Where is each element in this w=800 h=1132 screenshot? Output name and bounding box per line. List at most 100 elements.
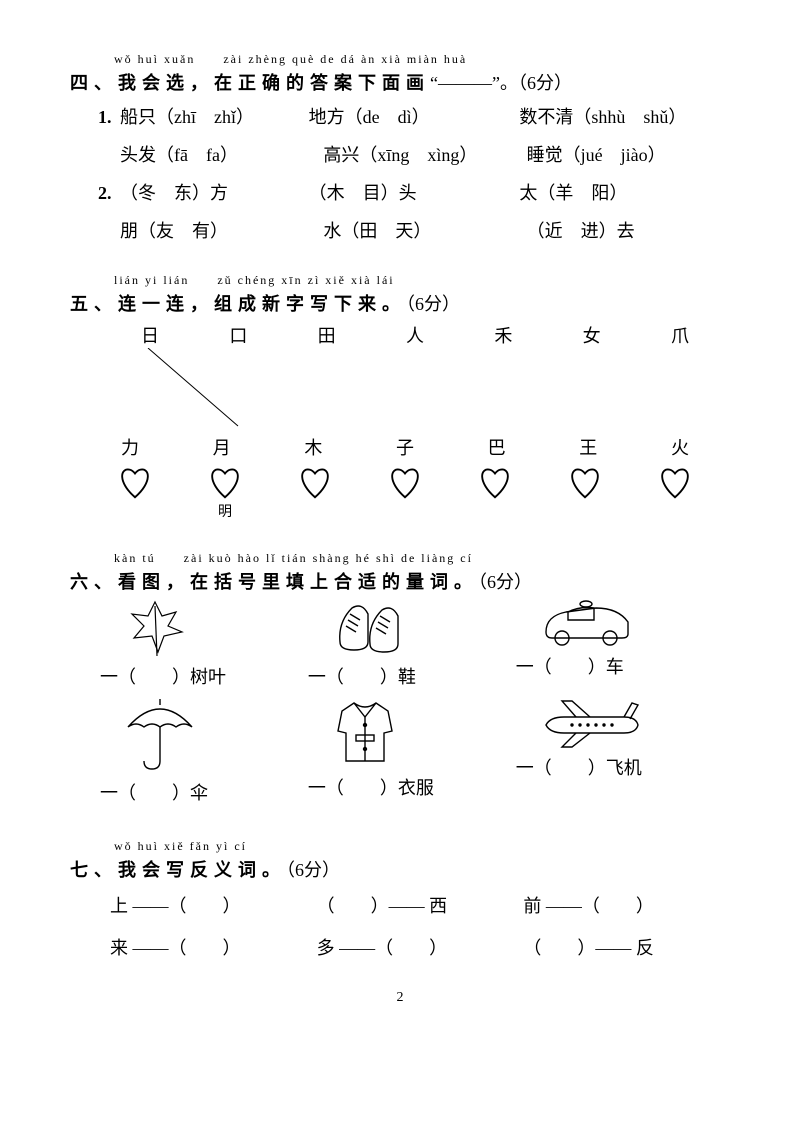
section-4: wǒ huì xuǎn zài zhèng què de dá àn xià m… <box>70 50 730 243</box>
heart-cell <box>470 462 520 521</box>
title-text: 我会选，在正确的答案下面画 <box>118 73 430 93</box>
section-num: 六、 <box>70 572 118 592</box>
section-7: wǒ huì xiě fǎn yì cí 七、我会写反义词。（6分） 上 ——（… <box>70 839 730 960</box>
points: （6分） <box>478 572 532 592</box>
heart-row: 明 <box>110 462 700 521</box>
char: 力 <box>110 434 150 460</box>
example-answer: 明 <box>218 505 232 520</box>
heart-icon <box>205 462 245 500</box>
section-num: 七、 <box>70 860 118 880</box>
coat-icon <box>328 695 403 770</box>
shoes-icon <box>328 594 413 659</box>
pinyin-4: wǒ huì xuǎn zài zhèng què de dá àn xià m… <box>114 50 730 67</box>
antonym-row1: 上 ——（ ） （ ）—— 西 前 ——（ ） <box>110 892 730 918</box>
car-icon <box>536 594 636 649</box>
q4-row4: 朋（友 有） 水（田 天） （近 进）去 <box>120 217 730 243</box>
heart-icon <box>565 462 605 500</box>
char: 木 <box>293 434 333 460</box>
char: 禾 <box>483 322 523 348</box>
heart-icon <box>385 462 425 500</box>
antonym: 前 ——（ ） <box>523 892 730 918</box>
page-number: 2 <box>70 990 730 1006</box>
title-7: 七、我会写反义词。（6分） <box>70 856 730 882</box>
choice: 水（田 天） <box>323 217 526 243</box>
points: （6分） <box>286 860 340 880</box>
label: 一（ ）伞 <box>100 779 308 805</box>
char: 人 <box>395 322 435 348</box>
choice: 数不清（shhù shǔ） <box>519 103 730 129</box>
points: （6分） <box>406 294 460 314</box>
pic-shoes: 一（ ）鞋 <box>308 594 516 689</box>
antonym: 来 ——（ ） <box>110 934 317 960</box>
q4-row2: 头发（fā fa） 高兴（xīng xìng） 睡觉（jué jiào） <box>120 141 730 167</box>
char: 日 <box>130 322 170 348</box>
quote: “———”。 <box>430 73 518 93</box>
char: 火 <box>660 434 700 460</box>
heart-cell: 明 <box>200 462 250 521</box>
title-6: 六、看图，在括号里填上合适的量词。（6分） <box>70 568 730 594</box>
title-text: 连一连，组成新字写下来。 <box>118 294 406 314</box>
pic-car: 一（ ）车 <box>516 594 724 689</box>
title-text: 看图，在括号里填上合适的量词。 <box>118 572 478 592</box>
heart-icon <box>475 462 515 500</box>
choice: 船只（zhī zhǐ） <box>120 107 254 127</box>
char: 女 <box>572 322 612 348</box>
label: 一（ ）树叶 <box>100 663 308 689</box>
char: 王 <box>568 434 608 460</box>
antonym: 上 ——（ ） <box>110 892 317 918</box>
q4-row1: 1.船只（zhī zhǐ） 地方（de dì） 数不清（shhù shǔ） <box>98 103 730 129</box>
antonym: 多 ——（ ） <box>317 934 524 960</box>
pic-plane: 一（ ）飞机 <box>516 695 724 805</box>
item-num: 2. <box>98 183 120 204</box>
title-text: 我会写反义词。 <box>118 860 286 880</box>
char: 巴 <box>477 434 517 460</box>
char: 月 <box>202 434 242 460</box>
label: 一（ ）衣服 <box>308 774 516 800</box>
section-5: lián yi lián zǔ chéng xīn zì xiě xià lái… <box>70 271 730 521</box>
leaf-icon <box>120 594 190 659</box>
title-4: 四、我会选，在正确的答案下面画“———”。（6分） <box>70 69 730 95</box>
label: 一（ ）鞋 <box>308 663 516 689</box>
pinyin-6: kàn tú zài kuò hào lǐ tián shàng hé shì … <box>114 549 730 566</box>
heart-icon <box>295 462 335 500</box>
antonym: （ ）—— 西 <box>317 892 524 918</box>
label: 一（ ）飞机 <box>516 754 724 780</box>
heart-icon <box>655 462 695 500</box>
choice: （近 进）去 <box>527 217 730 243</box>
bottom-char-row: 力 月 木 子 巴 王 火 <box>110 434 700 460</box>
section-num: 四、 <box>70 73 118 93</box>
plane-icon <box>536 695 646 750</box>
label: 一（ ）车 <box>516 653 724 679</box>
heart-cell <box>560 462 610 521</box>
choice: 高兴（xīng xìng） <box>323 141 526 167</box>
choice: （冬 东）方 <box>120 183 228 203</box>
choice: 头发（fā fa） <box>120 141 323 167</box>
heart-cell <box>380 462 430 521</box>
top-char-row: 日 口 田 人 禾 女 爪 <box>130 322 700 348</box>
umbrella-icon <box>120 695 200 775</box>
heart-cell <box>650 462 700 521</box>
connect-line <box>130 348 330 428</box>
points: （6分） <box>518 73 572 93</box>
pinyin-7: wǒ huì xiě fǎn yì cí <box>114 839 730 854</box>
q4-row3: 2.（冬 东）方 （木 目）头 太（羊 阳） <box>98 179 730 205</box>
choice: 太（羊 阳） <box>519 179 730 205</box>
choice: （木 目）头 <box>309 179 520 205</box>
pic-umbrella: 一（ ）伞 <box>100 695 308 805</box>
heart-cell <box>110 462 160 521</box>
pic-leaf: 一（ ）树叶 <box>100 594 308 689</box>
choice: 睡觉（jué jiào） <box>527 141 730 167</box>
item-num: 1. <box>98 107 120 128</box>
char: 田 <box>307 322 347 348</box>
antonym-row2: 来 ——（ ） 多 ——（ ） （ ）—— 反 <box>110 934 730 960</box>
heart-icon <box>115 462 155 500</box>
choice: 朋（友 有） <box>120 217 323 243</box>
char: 子 <box>385 434 425 460</box>
choice: 地方（de dì） <box>309 103 520 129</box>
title-5: 五、连一连，组成新字写下来。（6分） <box>70 290 730 316</box>
heart-cell <box>290 462 340 521</box>
pic-clothes: 一（ ）衣服 <box>308 695 516 805</box>
picture-grid: 一（ ）树叶 一（ ）鞋 一（ ）车 <box>100 594 730 811</box>
pinyin-5: lián yi lián zǔ chéng xīn zì xiě xià lái <box>114 271 730 288</box>
antonym: （ ）—— 反 <box>523 934 730 960</box>
